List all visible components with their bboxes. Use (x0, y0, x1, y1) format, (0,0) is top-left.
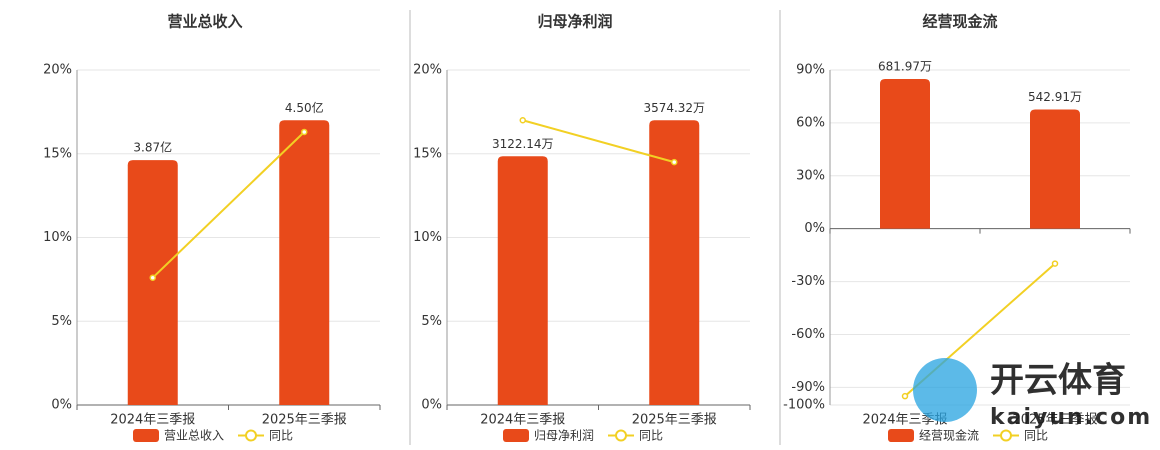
y-tick-label: 5% (421, 314, 442, 329)
legend-swatch (1000, 429, 1012, 442)
bar (127, 160, 178, 405)
y-tick-label: 5% (51, 314, 72, 329)
legend-swatch (503, 429, 529, 442)
x-tick-label: 2024年三季报 (480, 413, 565, 428)
value-label: 4.50亿 (285, 100, 324, 115)
value-label: 542.91万 (1028, 90, 1082, 104)
y-tick-label: 15% (413, 146, 442, 161)
y-tick-label: 10% (43, 230, 72, 245)
legend-label: 同比 (1024, 429, 1048, 443)
value-label: 681.97万 (878, 60, 932, 74)
bar (649, 120, 700, 405)
legend-swatch (615, 429, 627, 442)
x-tick-label: 2025年三季报 (262, 413, 347, 428)
line (152, 131, 305, 279)
line-point (1051, 260, 1059, 267)
watermark-name: 开云体育 (990, 361, 1126, 401)
y-tick-label: -90% (791, 380, 825, 395)
legend-label: 同比 (639, 429, 663, 443)
x-tick-label: 2025年三季报 (1012, 413, 1097, 428)
bar (1030, 109, 1080, 229)
y-tick-label: 20% (413, 63, 442, 78)
y-tick-label: 30% (796, 168, 825, 183)
chart-title: 归母净利润 (537, 13, 612, 31)
y-tick-label: -30% (791, 274, 825, 289)
line-point (901, 392, 909, 400)
watermark-url: kaiyun.com (990, 405, 1152, 430)
y-tick-label: 0% (804, 221, 825, 236)
legend-swatch (245, 429, 257, 442)
line-point (671, 158, 678, 166)
legend-label: 营业总收入 (164, 429, 224, 443)
legend-swatch (888, 429, 914, 442)
legend-label: 归母净利润 (534, 429, 594, 443)
legend-swatch (133, 429, 159, 442)
chart-title: 营业总收入 (167, 13, 242, 31)
y-tick-label: 15% (43, 146, 72, 161)
watermark: 开云体育 kaiyun.com (913, 358, 1152, 430)
bar (880, 79, 930, 229)
value-label: 3.87亿 (133, 140, 172, 155)
y-tick-label: 10% (413, 230, 442, 245)
y-tick-label: 20% (43, 63, 72, 78)
x-tick-label: 2024年三季报 (862, 413, 947, 428)
watermark-logo (913, 358, 977, 422)
line (522, 119, 675, 164)
bar (497, 156, 548, 405)
line-point (149, 274, 156, 281)
line-point (519, 117, 526, 124)
legend-label: 经营现金流 (919, 428, 979, 443)
legend-label: 同比 (269, 429, 293, 443)
x-tick-label: 2024年三季报 (110, 413, 195, 428)
y-tick-label: -60% (791, 327, 825, 342)
y-tick-label: -100% (783, 398, 825, 413)
y-tick-label: 60% (796, 115, 825, 130)
value-label: 3122.14万 (492, 137, 554, 151)
line-point (301, 128, 308, 136)
bar (279, 120, 330, 405)
y-tick-label: 0% (421, 398, 442, 413)
chart-title: 经营现金流 (922, 13, 997, 31)
y-tick-label: 90% (796, 63, 825, 78)
value-label: 3574.32万 (643, 101, 705, 115)
x-tick-label: 2025年三季报 (632, 413, 717, 428)
y-tick-label: 0% (51, 398, 72, 413)
